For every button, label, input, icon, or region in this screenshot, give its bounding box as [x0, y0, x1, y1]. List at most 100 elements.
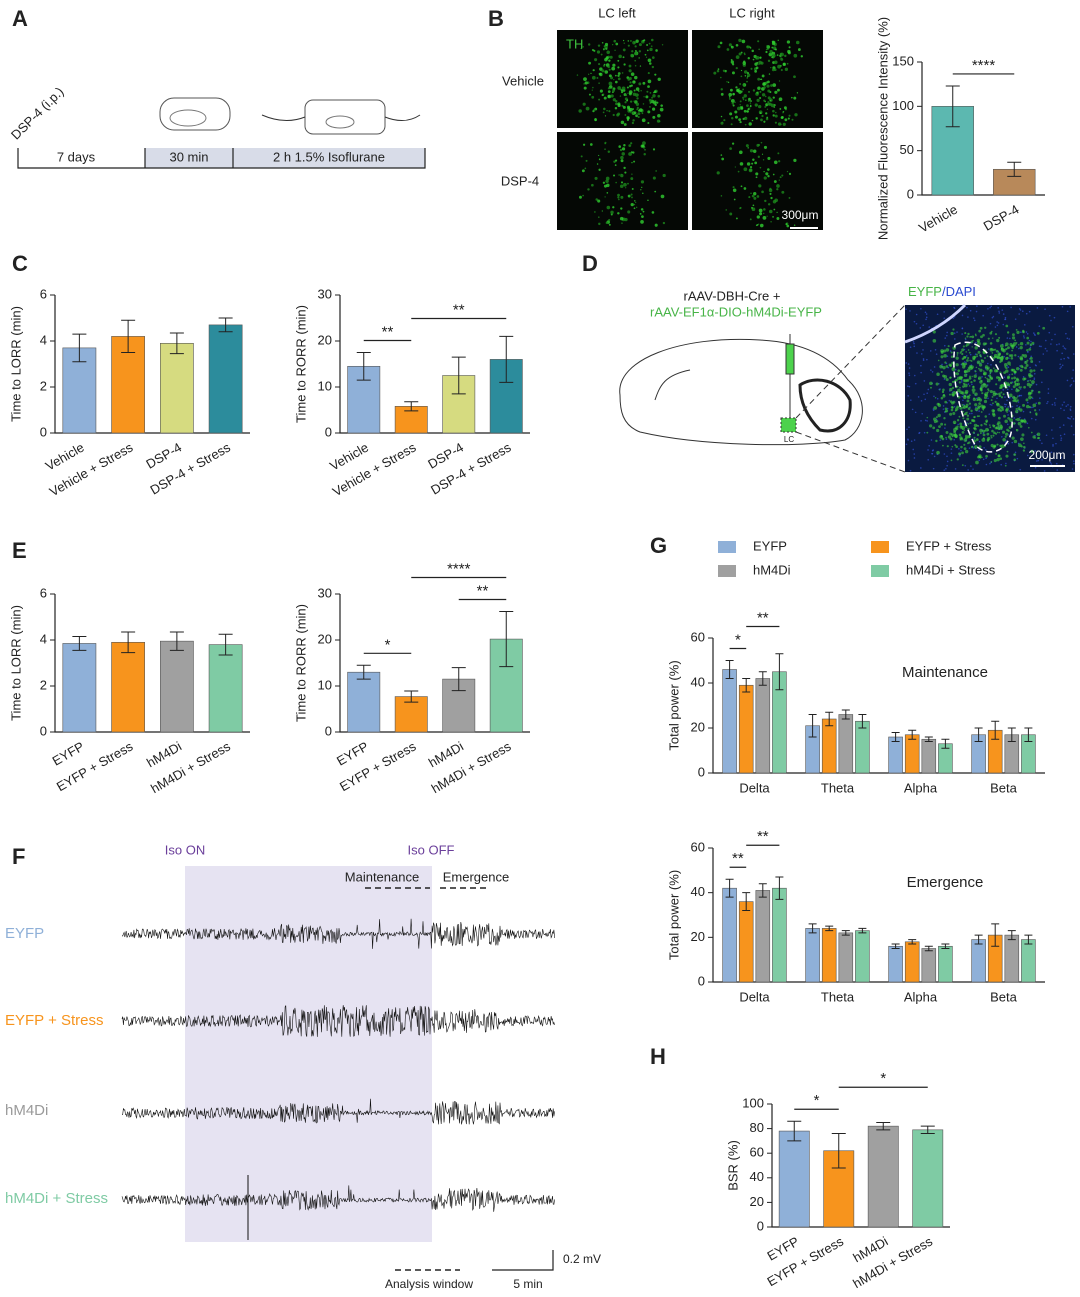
dapi-signal	[914, 382, 917, 385]
cell-signal	[622, 56, 625, 59]
dapi-signal	[991, 316, 994, 319]
cell-signal	[623, 42, 626, 44]
cell-signal	[661, 44, 664, 46]
cell-signal	[791, 118, 794, 121]
eyfp-signal	[1011, 373, 1014, 376]
eyfp-signal	[976, 438, 979, 441]
error-bar	[841, 709, 850, 720]
cell-signal	[752, 204, 755, 207]
cell-signal	[642, 192, 644, 194]
eyfp-signal	[1019, 345, 1023, 350]
cell-signal	[741, 96, 745, 99]
x-tick-label: Theta	[821, 989, 855, 1004]
eyfp-signal	[991, 352, 994, 354]
eyfp-signal	[981, 456, 983, 459]
cell-signal	[621, 147, 626, 151]
eyfp-signal	[984, 392, 989, 396]
bar	[755, 890, 771, 983]
eyfp-signal	[1012, 333, 1015, 337]
cell-signal	[796, 92, 799, 94]
cell-signal	[788, 114, 791, 117]
significance-label: *	[385, 636, 391, 653]
x-tick-label: Theta	[821, 780, 855, 795]
eyfp-signal	[987, 440, 989, 442]
bar	[888, 945, 903, 983]
dapi-signal	[1006, 337, 1009, 339]
x-tick-label: DSP-4	[981, 202, 1022, 234]
cell-signal	[765, 48, 768, 51]
eyfp-signal	[1033, 369, 1036, 372]
dapi-signal	[1010, 306, 1012, 309]
error-bar	[831, 1133, 846, 1169]
cell-signal	[643, 39, 646, 42]
cell-signal	[767, 101, 770, 104]
dapi-signal	[1048, 314, 1051, 317]
dapi-signal	[1041, 381, 1043, 384]
eyfp-signal	[974, 407, 979, 412]
eyfp-signal	[996, 403, 1000, 407]
eyfp-signal	[1036, 437, 1039, 440]
cell-signal	[760, 78, 763, 81]
eyfp-signal	[932, 426, 936, 430]
cell-signal	[631, 187, 634, 190]
dapi-signal	[1006, 388, 1009, 391]
eyfp-signal	[1037, 401, 1041, 405]
eyfp-signal	[1000, 447, 1003, 449]
cell-signal	[608, 59, 611, 62]
eyfp-signal	[1029, 411, 1032, 414]
cell-signal	[728, 97, 731, 100]
eyfp-signal	[935, 382, 939, 386]
eyfp-signal	[1005, 432, 1009, 436]
dapi-signal	[989, 306, 991, 309]
dapi-signal	[1060, 366, 1062, 368]
eyfp-signal	[1013, 458, 1017, 462]
cell-signal	[657, 113, 661, 118]
cell-signal	[585, 106, 590, 111]
cell-signal	[634, 75, 638, 80]
cell-signal	[729, 88, 733, 92]
eyfp-signal	[983, 395, 988, 400]
eyfp-signal	[950, 355, 954, 359]
eyfp-signal	[1006, 411, 1008, 413]
cell-signal	[774, 114, 778, 118]
injection-label: DSP-4 (i.p.)	[8, 84, 67, 143]
dapi-signal	[967, 469, 969, 471]
cell-signal	[587, 73, 590, 76]
cell-signal	[627, 40, 630, 42]
cell-signal	[737, 106, 741, 111]
cell-signal	[785, 223, 788, 226]
eyfp-signal	[964, 425, 968, 428]
eyfp-signal	[943, 349, 947, 353]
eyfp-signal	[944, 423, 947, 426]
eyfp-signal	[1018, 343, 1020, 346]
dapi-signal	[933, 395, 935, 398]
cell-signal	[738, 88, 740, 90]
error-bar	[758, 671, 767, 686]
dapi-signal	[960, 449, 962, 452]
cell-signal	[728, 43, 732, 47]
eyfp-signal	[997, 454, 1001, 457]
cell-signal	[741, 105, 744, 108]
cell-signal	[740, 51, 743, 54]
eyfp-signal	[1000, 383, 1004, 387]
cell-signal	[643, 153, 646, 156]
dapi-signal	[962, 399, 964, 402]
x-tick-label: Delta	[739, 780, 770, 795]
cell-signal	[750, 67, 753, 70]
cell-signal	[598, 158, 601, 161]
eyfp-signal	[1019, 425, 1023, 428]
cell-signal	[615, 102, 618, 106]
cell-signal	[760, 61, 764, 65]
cell-signal	[621, 104, 624, 107]
cell-signal	[745, 99, 747, 101]
eyfp-signal	[1008, 354, 1012, 357]
dapi-signal	[987, 348, 990, 350]
dapi-signal	[910, 440, 913, 442]
eyfp-signal	[999, 426, 1003, 430]
dapi-signal	[1060, 407, 1062, 410]
cell-signal	[603, 96, 607, 100]
dapi-signal	[949, 350, 952, 352]
window-label: Emergence	[443, 869, 509, 884]
cell-signal	[654, 223, 658, 227]
cell-signal	[598, 72, 602, 76]
